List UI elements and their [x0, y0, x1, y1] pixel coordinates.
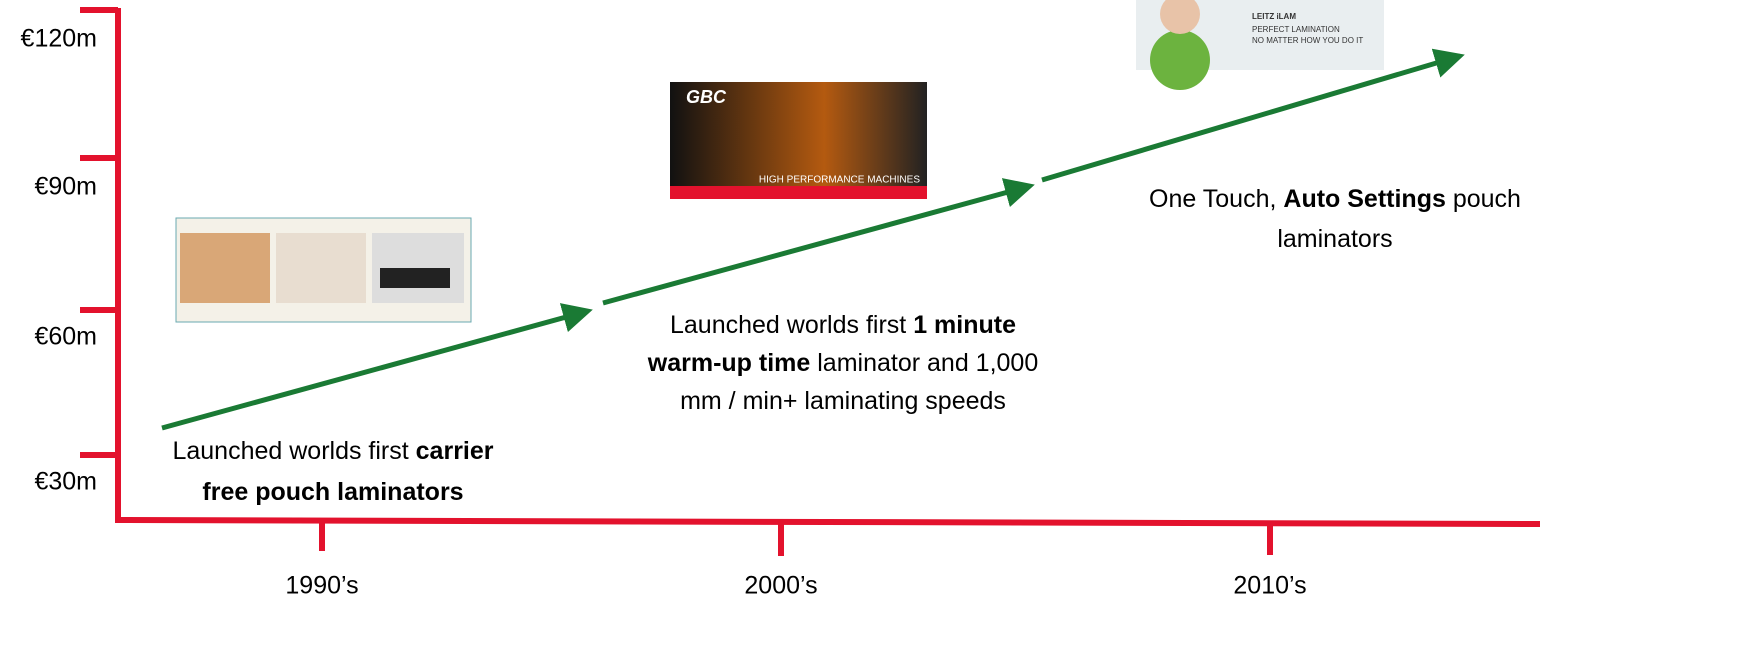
gbc-image: GBC HIGH PERFORMANCE MACHINES: [670, 82, 927, 199]
y-label: €60m: [34, 323, 97, 351]
image-caption: HIGH PERFORMANCE MACHINES: [759, 175, 920, 186]
image-line: NO MATTER HOW YOU DO IT: [1252, 36, 1363, 45]
image-logo: GBC: [686, 87, 727, 107]
page: GBC HIGH PERFORMANCE MACHINES LEITZ iLAM…: [0, 0, 1758, 670]
pouch-image: [176, 218, 471, 322]
milestone-text: carrier: [416, 437, 494, 465]
milestone-text: free pouch laminators: [202, 478, 463, 506]
x-label: 2000’s: [744, 572, 817, 600]
milestone-line: Launched worlds first carrier: [172, 437, 493, 465]
milestone-text: Auto Settings: [1283, 185, 1446, 213]
milestone-line: laminators: [1277, 225, 1392, 253]
leitz-image: LEITZ iLAM PERFECT LAMINATION NO MATTER …: [1136, 0, 1384, 90]
x-axis: [115, 520, 1540, 524]
image-figure: [1150, 30, 1210, 90]
image-band: [670, 186, 927, 199]
milestone-line: One Touch, Auto Settings pouch: [1149, 185, 1521, 213]
milestone-text: laminator and 1,000: [810, 349, 1038, 377]
milestone-text: Launched worlds first: [172, 437, 415, 465]
milestone-text: warm-up time: [647, 349, 811, 377]
arrow: [603, 186, 1030, 303]
milestone-text: One Touch,: [1149, 185, 1283, 213]
milestone-text: Launched worlds first: [670, 311, 913, 339]
arrow: [1042, 56, 1460, 180]
milestone-text: laminators: [1277, 225, 1392, 253]
y-label: €90m: [34, 173, 97, 201]
milestone-text: 1 minute: [913, 311, 1016, 339]
image-panel: [180, 233, 270, 303]
arrow: [162, 311, 588, 428]
y-label: €30m: [34, 468, 97, 496]
timeline: GBC HIGH PERFORMANCE MACHINES LEITZ iLAM…: [0, 0, 1758, 670]
image-line: PERFECT LAMINATION: [1252, 25, 1340, 34]
image-device: [380, 268, 450, 288]
y-label: €120m: [21, 25, 97, 53]
x-label: 1990’s: [285, 572, 358, 600]
x-label: 2010’s: [1233, 572, 1306, 600]
milestone-line: Launched worlds first 1 minute: [670, 311, 1016, 339]
milestone-text: pouch: [1446, 185, 1521, 213]
milestone-line: warm-up time laminator and 1,000: [647, 349, 1038, 377]
milestone-line: free pouch laminators: [202, 478, 463, 506]
image-title: LEITZ iLAM: [1252, 12, 1296, 21]
image-panel: [276, 233, 366, 303]
milestone-text: mm / min+ laminating speeds: [680, 387, 1006, 415]
milestone-line: mm / min+ laminating speeds: [680, 387, 1006, 415]
